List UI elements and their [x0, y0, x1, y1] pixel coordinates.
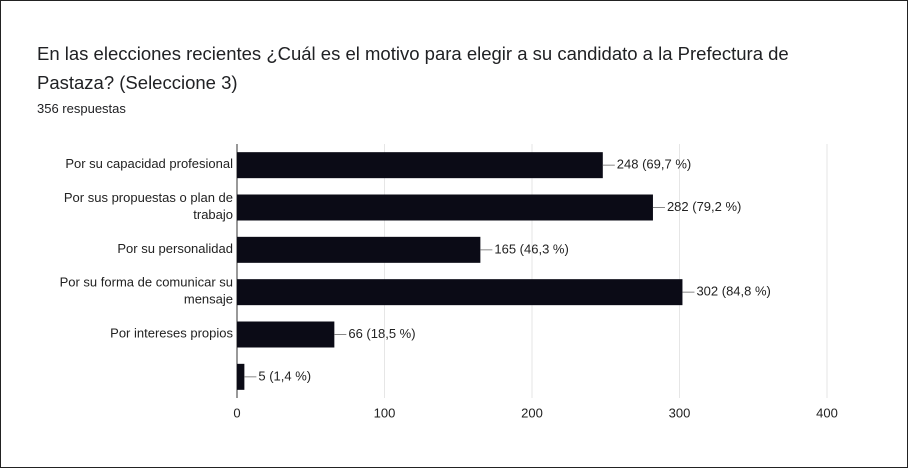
bar [237, 236, 481, 263]
bar [237, 152, 603, 179]
y-tick-label: Por su personalidad [117, 241, 233, 256]
bar [237, 321, 335, 348]
data-label: 248 (69,7 %) [617, 157, 691, 172]
x-tick-label: 0 [233, 405, 240, 420]
data-label: 282 (79,2 %) [667, 199, 741, 214]
x-tick-label: 400 [816, 405, 838, 420]
data-label: 302 (84,8 %) [696, 284, 770, 299]
y-tick-label: Por su forma de comunicar su mensaje [60, 275, 233, 307]
x-tick-label: 200 [521, 405, 543, 420]
y-tick-label: Por sus propuestas o plan de trabajo [64, 190, 233, 222]
data-label: 66 (18,5 %) [348, 326, 415, 341]
chart-subtitle: 356 respuestas [37, 101, 126, 116]
data-label: 165 (46,3 %) [494, 241, 568, 256]
chart-title: En las elecciones recientes ¿Cuál es el … [37, 43, 789, 93]
bar [237, 363, 245, 390]
bar [237, 194, 653, 221]
y-tick-label: Por intereses propios [110, 326, 233, 341]
y-tick-label: Por su capacidad profesional [65, 157, 233, 172]
data-label: 5 (1,4 %) [258, 368, 311, 383]
x-tick-label: 100 [374, 405, 396, 420]
bar [237, 279, 683, 306]
x-tick-label: 300 [669, 405, 691, 420]
